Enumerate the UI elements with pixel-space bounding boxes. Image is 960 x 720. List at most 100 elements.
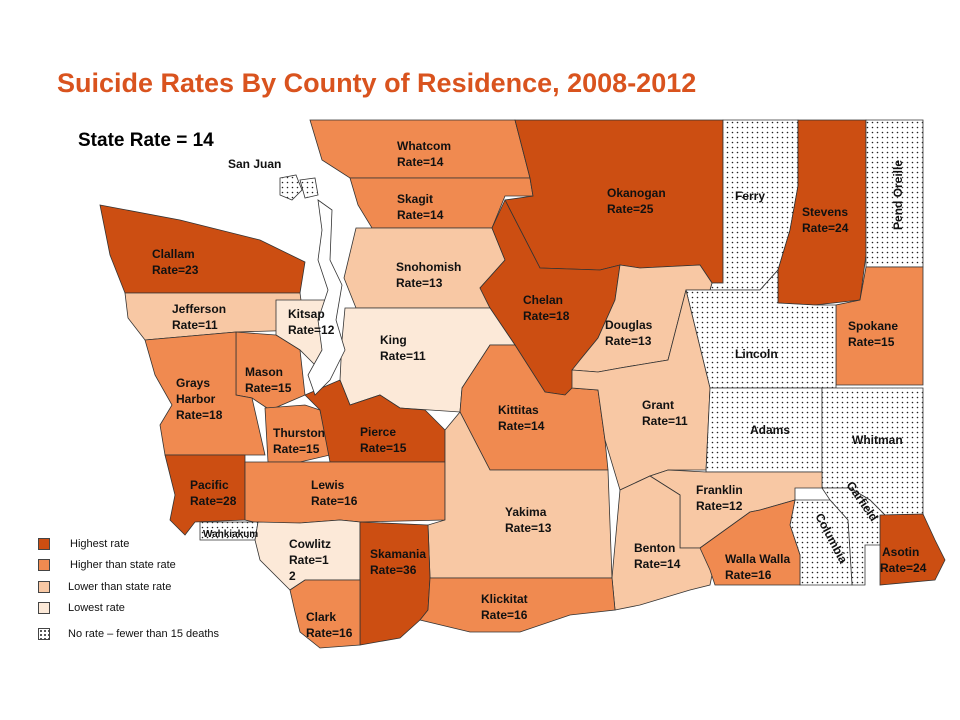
legend-swatch-lowest xyxy=(38,602,50,614)
label-mason-name: Mason xyxy=(245,365,283,379)
label-san-juan: San Juan xyxy=(228,157,281,171)
legend-label-lowest: Lowest rate xyxy=(68,602,125,614)
county-king xyxy=(339,307,516,413)
label-thurston-name: Thurston xyxy=(273,426,325,440)
legend-item-no-rate: No rate – fewer than 15 deaths xyxy=(38,628,298,642)
label-lewis-name: Lewis xyxy=(311,478,345,492)
label-pierce-rate: Rate=15 xyxy=(360,441,407,455)
legend-item-higher: Higher than state rate xyxy=(38,559,298,573)
label-kittitas-rate: Rate=14 xyxy=(498,419,545,433)
label-jefferson-name: Jefferson xyxy=(172,302,226,316)
label-stevens-rate: Rate=24 xyxy=(802,221,849,235)
legend-swatch-highest xyxy=(38,538,50,550)
label-kitsap-name: Kitsap xyxy=(288,307,325,321)
legend-item-highest: Highest rate xyxy=(38,538,298,552)
county-pierce xyxy=(304,379,446,463)
map-title: Suicide Rates By County of Residence, 20… xyxy=(57,68,697,98)
label-douglas-name: Douglas xyxy=(605,318,653,332)
label-yakima-name: Yakima xyxy=(505,505,547,519)
puget-sound-water xyxy=(307,199,346,396)
legend-item-lower: Lower than state rate xyxy=(38,581,298,595)
label-clark-rate: Rate=16 xyxy=(306,626,353,640)
legend-label-no-rate: No rate – fewer than 15 deaths xyxy=(68,628,220,640)
county-grant xyxy=(571,289,711,491)
label-grays-harbor-rate: Rate=18 xyxy=(176,408,223,422)
label-pacific-name: Pacific xyxy=(190,478,229,492)
label-whatcom-rate: Rate=14 xyxy=(397,155,444,169)
label-lincoln: Lincoln xyxy=(735,347,778,361)
label-walla-walla-name: Walla Walla xyxy=(725,552,790,566)
label-benton-rate: Rate=14 xyxy=(634,557,681,571)
county-walla-walla xyxy=(699,499,801,586)
label-whatcom-name: Whatcom xyxy=(397,139,451,153)
label-okanogan-rate: Rate=25 xyxy=(607,202,654,216)
label-chelan-rate: Rate=18 xyxy=(523,309,570,323)
county-yakima xyxy=(427,411,613,579)
label-klickitat-name: Klickitat xyxy=(481,592,528,606)
label-pierce-name: Pierce xyxy=(360,425,396,439)
county-asotin xyxy=(879,513,946,586)
label-spokane-rate: Rate=15 xyxy=(848,335,895,349)
label-stevens-name: Stevens xyxy=(802,205,848,219)
county-labels: San Juan Whatcom Rate=14 Skagit Rate=14 … xyxy=(152,139,927,640)
label-kitsap-rate: Rate=12 xyxy=(288,323,335,337)
label-kittitas-name: Kittitas xyxy=(498,403,539,417)
county-san-juan[interactable] xyxy=(279,174,303,201)
label-yakima-rate: Rate=13 xyxy=(505,521,552,535)
label-pend-oreille: Pend Oreille xyxy=(891,160,905,230)
legend-swatch-higher xyxy=(38,559,50,571)
county-skamania xyxy=(359,521,431,646)
label-klickitat-rate: Rate=16 xyxy=(481,608,528,622)
label-jefferson-rate: Rate=11 xyxy=(172,318,218,332)
label-snohomish-name: Snohomish xyxy=(396,260,461,274)
label-skamania-name: Skamania xyxy=(370,547,426,561)
legend-label-lower: Lower than state rate xyxy=(68,581,172,593)
label-king-rate: Rate=11 xyxy=(380,349,426,363)
label-mason-rate: Rate=15 xyxy=(245,381,292,395)
label-thurston-rate: Rate=15 xyxy=(273,442,320,456)
label-franklin-rate: Rate=12 xyxy=(696,499,743,513)
label-lewis-rate: Rate=16 xyxy=(311,494,358,508)
county-clark xyxy=(289,579,361,649)
label-spokane-name: Spokane xyxy=(848,319,898,333)
label-skagit-name: Skagit xyxy=(397,192,433,206)
county-klickitat xyxy=(419,577,616,633)
label-chelan-name: Chelan xyxy=(523,293,563,307)
county-lewis xyxy=(244,461,446,524)
label-cowlitz-rate2: 2 xyxy=(289,569,296,583)
label-snohomish-rate: Rate=13 xyxy=(396,276,443,290)
label-clallam-name: Clallam xyxy=(152,247,195,261)
legend-swatch-no-rate xyxy=(38,628,50,640)
label-pacific-rate: Rate=28 xyxy=(190,494,237,508)
legend-item-lowest: Lowest rate xyxy=(38,602,298,616)
legend-swatch-lower xyxy=(38,581,50,593)
label-ferry: Ferry xyxy=(735,189,765,203)
label-okanogan-name: Okanogan xyxy=(607,186,666,200)
label-cowlitz-name: Cowlitz xyxy=(289,537,331,551)
state-rate-label: State Rate = 14 xyxy=(78,130,214,151)
label-asotin-name: Asotin xyxy=(882,545,919,559)
label-grays-harbor-name1: Grays xyxy=(176,376,210,390)
legend-label-highest: Highest rate xyxy=(70,538,130,550)
label-walla-walla-rate: Rate=16 xyxy=(725,568,772,582)
label-clallam-rate: Rate=23 xyxy=(152,263,199,277)
label-grays-harbor-name2: Harbor xyxy=(176,392,216,406)
label-king-name: King xyxy=(380,333,407,347)
label-wahkiakum: Wahkiakum xyxy=(203,529,258,540)
legend-label-higher: Higher than state rate xyxy=(70,559,176,571)
san-juan-island xyxy=(299,177,319,199)
label-clark-name: Clark xyxy=(306,610,336,624)
label-grant-name: Grant xyxy=(642,398,674,412)
label-franklin-name: Franklin xyxy=(696,483,743,497)
label-grant-rate: Rate=11 xyxy=(642,414,688,428)
label-benton-name: Benton xyxy=(634,541,675,555)
label-cowlitz-rate1: Rate=1 xyxy=(289,553,329,567)
label-adams: Adams xyxy=(750,423,790,437)
county-clallam xyxy=(99,204,306,294)
label-whitman: Whitman xyxy=(852,433,903,447)
label-skagit-rate: Rate=14 xyxy=(397,208,444,222)
label-skamania-rate: Rate=36 xyxy=(370,563,417,577)
label-asotin-rate: Rate=24 xyxy=(880,561,927,575)
label-douglas-rate: Rate=13 xyxy=(605,334,652,348)
